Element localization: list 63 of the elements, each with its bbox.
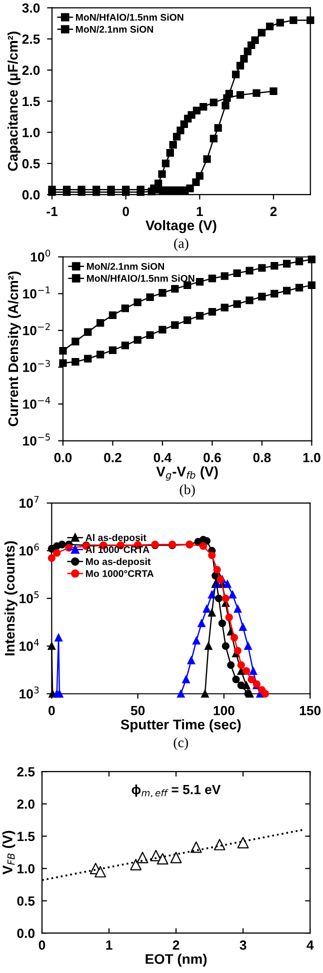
annotation: ϕ$_{m,eff}$ = 5.1 eV	[132, 784, 221, 798]
y-tick-label: 10$^{−1}$	[23, 286, 50, 298]
x-tick-label: 0	[122, 206, 129, 216]
y-tick-label: 2.5	[17, 767, 35, 776]
x-tick-label: 150	[300, 706, 321, 716]
y-axis-title: Current Density (A/cm²)	[8, 272, 21, 426]
y-axis-title: Capacitance (μF/cm²)	[8, 32, 20, 171]
x-tick-label: 3	[240, 940, 246, 950]
x-tick-label: 0.0	[54, 452, 72, 462]
y-tick-label: 10$^{−3}$	[23, 360, 50, 372]
y-axis-title: V$_{FB}$ (V)	[2, 830, 16, 874]
x-tick-label: 0	[38, 940, 46, 950]
y-tick-label: 10$^{5}$	[20, 591, 39, 604]
y-axis-title: Intensity (counts)	[4, 541, 18, 656]
x-tick-label: 1	[106, 940, 112, 950]
legend-label: MoN/HfAlO/1.5nm SiON	[86, 274, 194, 282]
y-tick-label: 0.5	[17, 896, 35, 906]
text: (a)	[174, 238, 188, 251]
y-tick-label: 2.0	[17, 799, 35, 809]
y-tick-label: 10$^{7}$	[20, 496, 39, 508]
y-tick-label: 1.0	[18, 864, 35, 874]
legend-label: Mo 1000°CRTA	[86, 570, 154, 578]
x-tick-label: 0.8	[253, 452, 271, 462]
y-tick-label: 10$^{6}$	[20, 543, 39, 556]
y-tick-label: 10$^{3}$	[20, 686, 39, 699]
x-tick-label: 0.6	[204, 452, 221, 462]
y-tick-label: 2.5	[22, 34, 40, 44]
y-tick-label: 3.0	[22, 3, 40, 13]
legend-label: Al 1000°CRTA	[86, 546, 150, 554]
y-tick-label: 2.0	[22, 66, 40, 75]
y-tick-label: 0.5	[22, 159, 40, 168]
x-tick-label: 50	[130, 706, 145, 716]
x-tick-label: -1	[46, 206, 58, 216]
text: (c)	[174, 737, 188, 750]
x-tick-label: 100	[214, 706, 234, 716]
x-tick-label: 2	[172, 940, 180, 950]
x-tick-label: 0.4	[154, 452, 172, 462]
legend-label: Mo as-deposit	[86, 558, 151, 567]
y-tick-label: 1.5	[22, 96, 40, 106]
y-tick-label: 10$^{−4}$	[23, 396, 50, 409]
x-axis-title: V$_{g}$-V$_{fb}$ (V)	[156, 466, 218, 481]
y-tick-label: 10$^{4}$	[20, 638, 39, 651]
text: (b)	[180, 484, 195, 498]
x-tick-label: 2	[270, 206, 277, 216]
x-axis-title: EOT (nm)	[146, 954, 207, 967]
x-tick-label: 0	[48, 706, 55, 716]
x-axis-title: Voltage (V)	[146, 220, 216, 234]
legend-label: Al as-deposit	[86, 534, 146, 543]
x-axis-title: Sputter Time (sec)	[120, 719, 241, 732]
x-tick-label: 4	[306, 940, 314, 950]
y-tick-label: 0.0	[17, 928, 35, 938]
y-tick-label: 10$^{−5}$	[23, 434, 50, 446]
x-tick-label: 1	[196, 206, 203, 216]
y-tick-label: 1.0	[22, 128, 40, 138]
legend-label: MoN/HfAlO/1.5nm SiON	[76, 14, 184, 21]
legend-label: MoN/2.1nm SiON	[76, 26, 154, 33]
legend-label: MoN/2.1nm SiON	[86, 262, 164, 270]
y-tick-label: 1.5	[18, 832, 35, 842]
x-tick-label: 0.2	[104, 452, 122, 462]
y-tick-label: 10$^{0}$	[30, 250, 50, 262]
x-tick-label: 1.0	[303, 452, 320, 462]
y-tick-label: 0.0	[22, 190, 40, 200]
y-tick-label: 10$^{−2}$	[23, 323, 50, 336]
